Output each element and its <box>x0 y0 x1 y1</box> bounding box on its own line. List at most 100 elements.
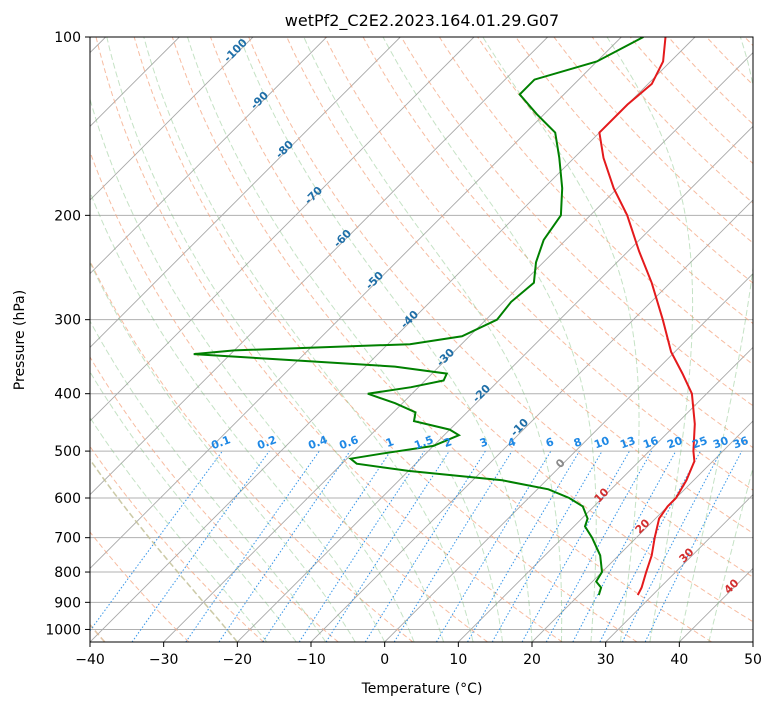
moist-adiabat <box>303 37 563 642</box>
moist-adiabat <box>239 37 533 642</box>
mixing-ratio-line <box>644 450 743 642</box>
moist-adiabat <box>143 37 474 642</box>
mixing-ratio-line <box>621 450 722 642</box>
dry-adiabat <box>248 37 753 578</box>
dry-adiabat <box>210 37 753 623</box>
y-axis-label: Pressure (hPa) <box>12 290 28 390</box>
x-axis-label: Temperature (°C) <box>361 681 483 697</box>
temperature-profile-line <box>598 37 696 596</box>
isotherm--50 <box>90 37 622 569</box>
mixing-ratio-label: 13 <box>618 434 637 451</box>
mixing-ratio-line <box>435 450 552 642</box>
mixing-ratio-label: 36 <box>731 434 750 452</box>
y-tick-label: 100 <box>54 30 81 46</box>
moist-adiabat <box>90 458 238 642</box>
moist-adiabat <box>90 416 268 642</box>
dry-adiabat-label: -30 <box>434 346 457 369</box>
y-tick-label: 900 <box>54 595 81 611</box>
dry-adiabat <box>362 37 753 449</box>
x-tick-label: 30 <box>597 652 615 668</box>
mixing-ratio-line <box>545 450 653 642</box>
dry-adiabat <box>90 150 488 642</box>
mixing-ratio-line <box>185 450 320 642</box>
mixing-ratio-line <box>521 450 630 642</box>
dry-adiabat <box>400 37 753 407</box>
mixing-ratio-line <box>393 450 513 642</box>
isotherm-20 <box>531 420 753 642</box>
isotherm-50 <box>752 641 753 642</box>
y-tick-label: 500 <box>54 444 81 460</box>
x-axis: −40 −30 −20 −10 0 10 20 30 40 50 <box>75 642 762 668</box>
isotherm--60 <box>90 37 548 496</box>
dry-adiabat <box>515 37 753 284</box>
mixing-ratio-label: 25 <box>690 434 709 451</box>
isotherm-40 <box>679 567 753 642</box>
isotherm--100 <box>90 37 254 201</box>
x-tick-label: −10 <box>296 652 326 668</box>
moist-adiabat <box>90 97 415 642</box>
x-tick-label: 0 <box>380 652 389 668</box>
dry-adiabat <box>171 37 712 642</box>
chart-title: wetPf2_C2E2.2023.164.01.29.G07 <box>285 11 559 31</box>
mixing-ratio-line <box>298 450 425 642</box>
mixing-ratio-line <box>262 450 392 642</box>
dewpoint-profile-line <box>193 37 644 596</box>
line-labels: -100-90-80-70-60-50-40-30-20-10010203040… <box>209 37 750 597</box>
isobar-grid <box>90 37 753 630</box>
x-tick-label: 10 <box>449 652 467 668</box>
x-tick-label: −30 <box>149 652 179 668</box>
mixing-ratio-line <box>325 450 450 642</box>
x-tick-label: 20 <box>523 652 541 668</box>
y-tick-label: 600 <box>54 491 81 507</box>
mixing-ratio-label: 4 <box>506 435 518 450</box>
mixing-ratio-label: 16 <box>641 434 660 452</box>
sounding-profiles <box>193 37 696 596</box>
mixing-ratio-line <box>364 450 486 642</box>
isotherm--80 <box>90 37 401 348</box>
dry-adiabat <box>90 445 264 642</box>
dry-adiabat-label: -20 <box>470 382 493 405</box>
mixing-ratio-label: 8 <box>572 435 584 450</box>
plot-area: -100-90-80-70-60-50-40-30-20-10010203040… <box>90 37 753 642</box>
mixing-ratio-line <box>467 450 580 642</box>
mixing-ratio-label: 0.2 <box>255 433 278 452</box>
dry-adiabat-label: -50 <box>363 269 386 292</box>
moist-adiabat <box>678 37 753 642</box>
isotherm--20 <box>237 125 753 642</box>
moist-adiabat <box>90 370 297 642</box>
dry-adiabat <box>133 37 638 642</box>
isotherm-0 <box>384 273 753 642</box>
moist-adiabat <box>106 37 445 642</box>
dry-adiabat-label: -70 <box>302 184 325 207</box>
y-tick-label: 800 <box>54 565 81 581</box>
dry-adiabat-label: -60 <box>331 227 354 250</box>
skewed-isotherm-grid <box>90 37 753 642</box>
moist-adiabat-label: 30 <box>677 545 697 565</box>
mixing-ratio-label: 1 <box>384 435 396 450</box>
mixing-ratio-label: 6 <box>544 435 556 450</box>
moist-adiabat <box>90 320 327 642</box>
dry-adiabat <box>90 259 414 642</box>
isotherm--90 <box>90 37 327 275</box>
x-tick-label: −40 <box>75 652 105 668</box>
dry-adiabat-label: -40 <box>398 308 421 331</box>
mixing-ratio-line <box>572 450 677 642</box>
dry-adiabat <box>324 37 753 491</box>
moist-adiabat <box>90 458 238 642</box>
mixing-ratio-label: 0.6 <box>337 433 360 452</box>
moist-adiabat <box>606 37 694 642</box>
moist-adiabat-lines <box>90 37 753 642</box>
x-tick-label: 40 <box>670 652 688 668</box>
dry-adiabat-label: 0 <box>553 456 568 471</box>
moist-adiabat-label: 20 <box>633 516 653 536</box>
moist-adiabat-label: 10 <box>592 485 612 505</box>
isotherm-30 <box>605 494 753 642</box>
mixing-ratio-label: 2 <box>442 435 454 450</box>
mixing-ratio-line <box>599 450 701 642</box>
moist-adiabat <box>482 37 640 642</box>
y-tick-label: 300 <box>54 313 81 329</box>
x-tick-label: 50 <box>744 652 762 668</box>
moist-adiabat <box>90 190 386 642</box>
y-axis: 100 200 300 400 500 600 700 800 900 1000 <box>45 30 90 638</box>
